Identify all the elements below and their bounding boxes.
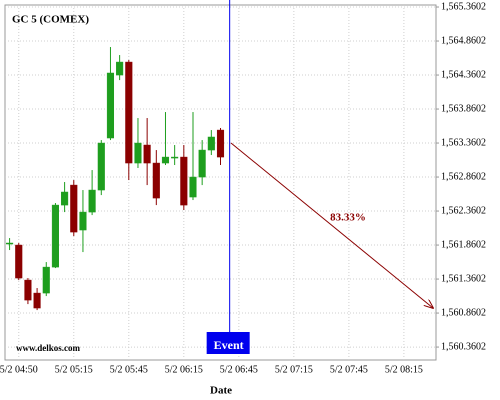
projection-arrow <box>230 142 433 308</box>
x-tick-label: 5/2 07:15 <box>275 364 313 375</box>
candle-body <box>88 189 96 213</box>
candle-body <box>51 204 59 268</box>
candle-body <box>106 72 115 139</box>
candle-body <box>97 142 105 191</box>
x-tick-label: 5/2 07:45 <box>330 364 368 375</box>
chart-title: GC 5 (COMEX) <box>12 14 89 26</box>
candle-body <box>198 149 206 178</box>
x-tick-label: 5/2 06:45 <box>220 364 258 375</box>
candle-body <box>79 211 87 231</box>
candle-body <box>134 142 142 164</box>
x-axis-label: Date <box>210 385 232 397</box>
candle-body <box>143 144 151 164</box>
candle-body <box>116 61 124 76</box>
y-tick-label: 1,563.3602 <box>441 137 486 148</box>
probability-label: 83.33% <box>330 212 366 224</box>
candle-body <box>161 156 170 164</box>
candle-body <box>42 266 50 294</box>
candle-body <box>189 176 197 198</box>
y-tick-label: 1,563.8602 <box>441 103 486 114</box>
watermark: www.delkos.com <box>16 343 81 353</box>
y-tick-label: 1,562.8602 <box>441 171 486 182</box>
y-tick-label: 1,560.8602 <box>441 307 486 318</box>
candle-body <box>61 191 69 206</box>
x-tick-label: 5/2 08:15 <box>385 364 423 375</box>
candle-body <box>33 292 41 309</box>
y-tick-label: 1,564.8602 <box>441 35 486 46</box>
y-tick-label: 1,564.3602 <box>441 69 486 80</box>
candle-body <box>180 156 188 206</box>
candle-body <box>15 244 23 279</box>
x-tick-label: 5/2 05:45 <box>110 364 148 375</box>
event-box <box>206 332 250 354</box>
candle-body <box>125 61 133 164</box>
x-tick-label: 5/2 05:15 <box>55 364 93 375</box>
y-tick-label: 1,560.3602 <box>441 341 486 352</box>
x-tick-label: 5/2 04:50 <box>0 364 38 375</box>
y-tick-label: 1,562.3602 <box>441 205 486 216</box>
candle-body <box>171 156 179 159</box>
y-tick-label: 1,561.3602 <box>441 273 486 284</box>
candle-body <box>70 184 78 233</box>
x-tick-label: 5/2 06:15 <box>165 364 203 375</box>
candle-body <box>152 162 160 199</box>
plot-area <box>4 4 437 361</box>
candle-body <box>207 136 215 151</box>
event-label: Event <box>214 338 244 352</box>
y-tick-label: 1,561.8602 <box>441 239 486 250</box>
y-tick-label: 1,565.3602 <box>441 1 486 12</box>
candle-body <box>216 129 225 158</box>
candle-body <box>6 242 14 245</box>
candle-body <box>24 279 32 301</box>
